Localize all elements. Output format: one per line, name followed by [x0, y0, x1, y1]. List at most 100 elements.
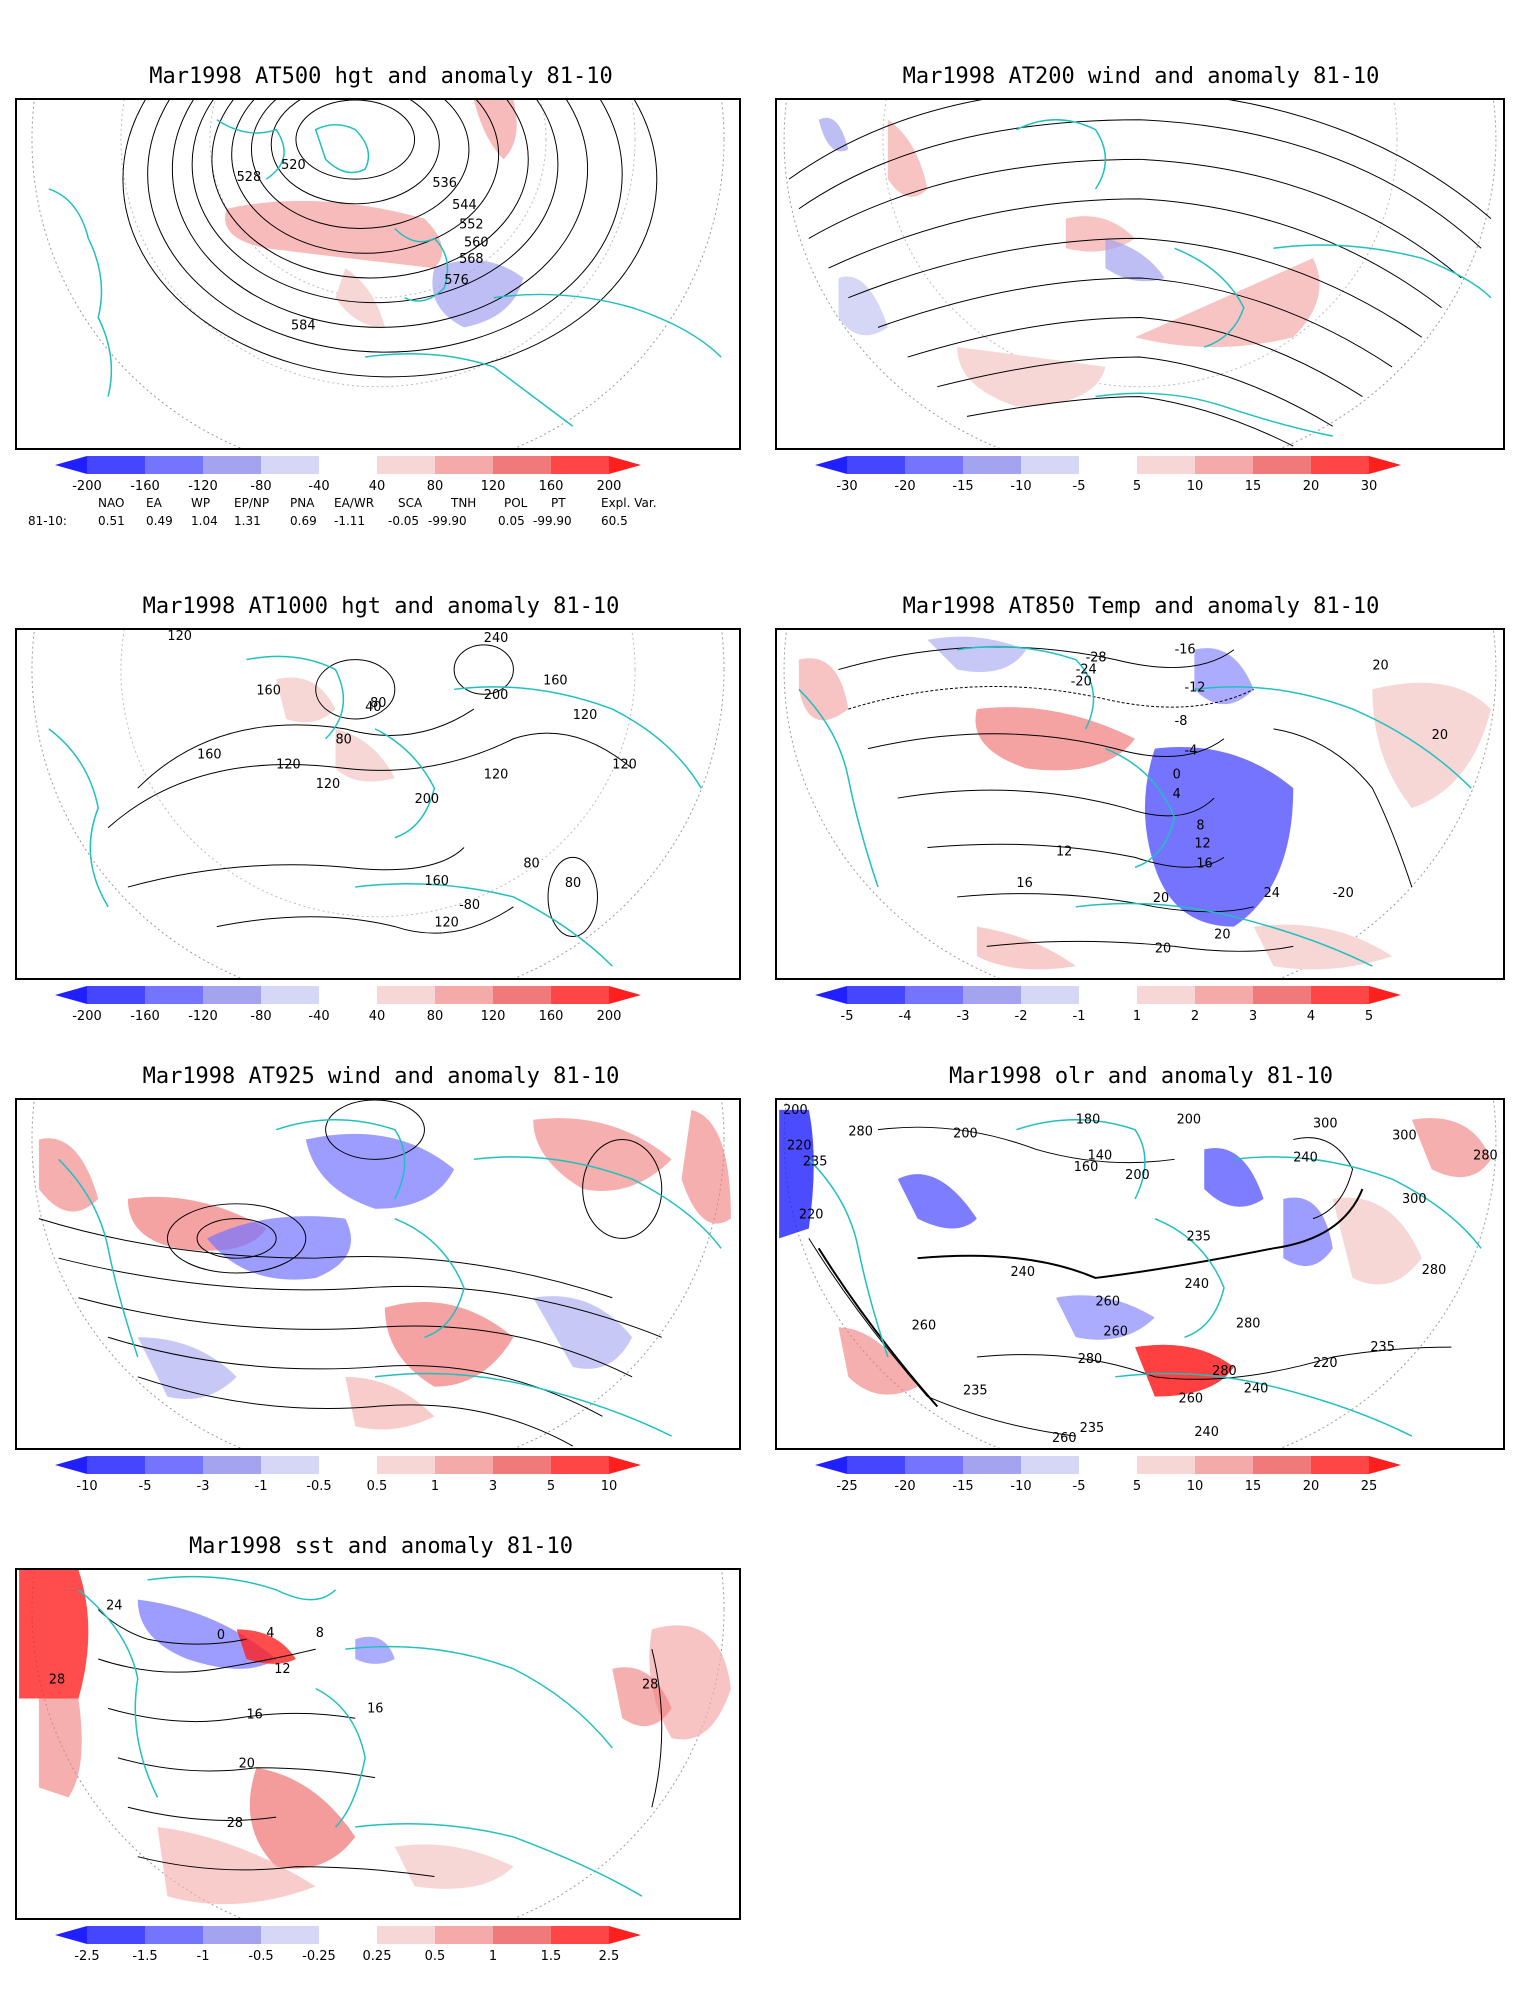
- contour-label: 80: [335, 733, 351, 748]
- colorbar-tick: 5: [547, 1479, 555, 1494]
- contour-label: 235: [1080, 1421, 1105, 1436]
- contour-label: 240: [484, 631, 509, 646]
- contour-label: 220: [799, 1208, 824, 1223]
- contour-label: 528: [237, 170, 262, 185]
- colorbar-tick: 10: [601, 1479, 618, 1494]
- tc-value: -0.05: [388, 514, 420, 528]
- contour-label: 20: [1153, 891, 1169, 906]
- contour-label: 120: [612, 757, 637, 772]
- tc-row-label: 81-10:: [28, 514, 67, 528]
- colorbar-tick: 200: [597, 479, 622, 494]
- colorbar-tick: 2.5: [599, 1949, 620, 1964]
- contour-label: 200: [484, 688, 509, 703]
- contour-label: 20: [239, 1757, 255, 1772]
- contour-label: 120: [167, 630, 192, 644]
- panel-title-olr: Mar1998 olr and anomaly 81-10: [948, 1064, 1334, 1089]
- map-at200: [775, 98, 1505, 450]
- colorbar-tick: -1: [255, 1479, 268, 1494]
- streamlines: [38, 1100, 663, 1447]
- contour-label: 300: [1313, 1117, 1338, 1132]
- tc-header: WP: [191, 496, 211, 510]
- contour-label: 235: [1370, 1340, 1395, 1355]
- contour-label: 8: [316, 1626, 324, 1641]
- contour-label: 80: [370, 696, 386, 711]
- colorbar-tick: -1: [197, 1949, 210, 1964]
- contour-label: 28: [49, 1673, 65, 1688]
- coastlines: [808, 1119, 1482, 1437]
- contour-label: 16: [247, 1707, 263, 1722]
- contour-label: 120: [484, 767, 509, 782]
- contour-label: 200: [1125, 1168, 1150, 1183]
- colorbar-tick: -20: [894, 1479, 915, 1494]
- contour-label: 28: [642, 1678, 658, 1693]
- contour-label: 16: [1016, 876, 1032, 891]
- contour-label: 160: [424, 874, 449, 889]
- colorbar-tick: -1.5: [132, 1949, 157, 1964]
- tc-value: -1.11: [334, 514, 366, 528]
- contour-label: 260: [1179, 1392, 1204, 1407]
- colorbar-tick: -10: [1010, 1479, 1031, 1494]
- colorbar-tick: 20: [1303, 479, 1320, 494]
- colorbar-tick: -2: [1015, 1009, 1028, 1024]
- contour-label: 180: [1076, 1113, 1101, 1128]
- tc-header: SCA: [398, 496, 423, 510]
- tc-value: -99.90: [533, 514, 572, 528]
- contour-label: 235: [803, 1154, 828, 1169]
- colorbar-tick: 5: [1133, 479, 1141, 494]
- colorbar-tick: 10: [1187, 479, 1204, 494]
- panel-title-at850: Mar1998 AT850 Temp and anomaly 81-10: [902, 594, 1380, 619]
- contour-label: 280: [1473, 1148, 1498, 1163]
- tc-value: 0.05: [498, 514, 525, 528]
- map-olr: 200 220 235 280 200 180 160 140 200 200 …: [775, 1098, 1505, 1450]
- colorbar-tick: 1: [489, 1949, 497, 1964]
- colorbar-tick: -200: [72, 1009, 102, 1024]
- contour-label: 120: [276, 757, 301, 772]
- colorbar-at200: -30 -20 -15 -10 -5 5 10 15 20 30: [815, 456, 1465, 500]
- height-contours: [107, 644, 633, 937]
- contour-label: 12: [1194, 837, 1210, 852]
- colorbar-tick: 0.5: [425, 1949, 446, 1964]
- contour-label: 200: [1177, 1113, 1202, 1128]
- contour-label: 120: [434, 916, 459, 931]
- contour-label: 12: [274, 1662, 290, 1677]
- tc-value: 60.5: [601, 514, 628, 528]
- contour-label: 220: [787, 1138, 812, 1153]
- colorbar-tick: -15: [952, 479, 973, 494]
- contour-labels: 520 528 536 544 552 560 568 576 584: [237, 158, 489, 333]
- tc-header: POL: [504, 496, 528, 510]
- contour-label: 300: [1402, 1192, 1427, 1207]
- contour-label: 240: [1244, 1382, 1269, 1397]
- colorbar-tick: 5: [1365, 1009, 1373, 1024]
- contour-label: -4: [1184, 744, 1197, 759]
- contour-label: 4: [266, 1626, 274, 1641]
- contour-label: 200: [953, 1127, 978, 1142]
- colorbar-tick: -200: [72, 479, 102, 494]
- contour-label: 240: [1010, 1265, 1035, 1280]
- colorbar-tick: -5: [841, 1009, 854, 1024]
- colorbar-tick: 80: [427, 479, 444, 494]
- colorbar-tick: 4: [1307, 1009, 1315, 1024]
- contour-label: 4: [1173, 787, 1181, 802]
- colorbar-tick: -0.5: [306, 1479, 331, 1494]
- colorbar-tick: -10: [1010, 479, 1031, 494]
- contour-label: 240: [1194, 1425, 1219, 1440]
- colorbar-tick: 0.5: [367, 1479, 388, 1494]
- map-at500: 520 528 536 544 552 560 568 576 584: [15, 98, 741, 450]
- colorbar-tick: -4: [899, 1009, 912, 1024]
- map-at1000: 120 160 120 80 40 240 200 160 120 160 12…: [15, 628, 741, 980]
- contour-label: 260: [1103, 1324, 1128, 1339]
- contour-label: 584: [291, 318, 316, 333]
- colorbar-tick: 200: [597, 1009, 622, 1024]
- colorbar-tick: 1: [431, 1479, 439, 1494]
- contour-label: 160: [256, 683, 281, 698]
- contour-label: 0: [217, 1628, 225, 1643]
- contour-label: 220: [1313, 1356, 1338, 1371]
- contour-label: 280: [1078, 1352, 1103, 1367]
- contour-label: 280: [1212, 1364, 1237, 1379]
- colorbar-tick: 5: [1133, 1479, 1141, 1494]
- tc-header: Expl. Var.: [601, 496, 657, 510]
- tc-header: PT: [551, 496, 566, 510]
- streamlines: [788, 100, 1492, 447]
- contour-label: 280: [1236, 1316, 1261, 1331]
- colorbar-tick: -160: [130, 479, 160, 494]
